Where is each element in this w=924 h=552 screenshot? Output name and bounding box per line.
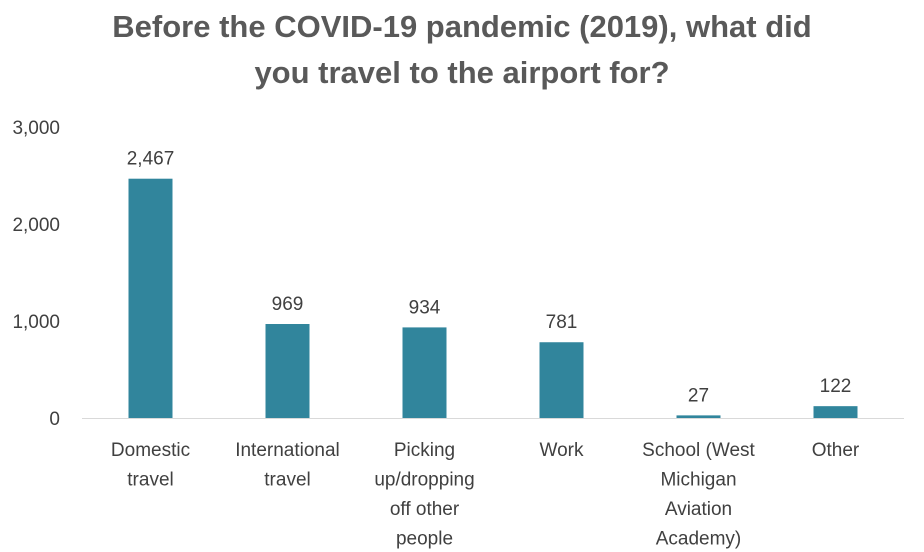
category-label-line: Work bbox=[540, 440, 584, 461]
bars bbox=[128, 178, 858, 418]
category-label-line: Other bbox=[812, 440, 860, 461]
category-label-line: Michigan bbox=[660, 470, 736, 491]
category-label-line: off other bbox=[390, 499, 460, 520]
data-label: 27 bbox=[688, 385, 709, 406]
category-label: Other bbox=[812, 440, 860, 461]
category-label: School (West Michigan Aviation Academy) bbox=[642, 440, 755, 550]
y-tick-label: 1,000 bbox=[12, 312, 60, 333]
category-label-line: School (West bbox=[642, 440, 755, 461]
data-labels: 2,467 969 934 781 27 122 bbox=[127, 149, 852, 407]
bar bbox=[128, 178, 173, 418]
bar bbox=[813, 406, 858, 418]
chart-title: Before the COVID-19 pandemic (2019), wha… bbox=[40, 4, 884, 96]
y-tick-label: 2,000 bbox=[12, 215, 60, 236]
category-label-line: Domestic bbox=[111, 440, 190, 461]
y-axis: 0 1,000 2,000 3,000 bbox=[12, 118, 60, 430]
category-labels: Domestic travel International travel Picking… bbox=[111, 440, 860, 550]
category-label-line: Aviation bbox=[665, 499, 732, 520]
category-label-line: up/dropping bbox=[374, 470, 474, 491]
category-label: International travel bbox=[235, 440, 340, 491]
category-label-line: people bbox=[396, 529, 453, 550]
y-tick-label: 0 bbox=[49, 409, 60, 430]
bar bbox=[676, 415, 721, 418]
chart-title-line-1: Before the COVID-19 pandemic (2019), wha… bbox=[112, 9, 812, 44]
category-label-line: travel bbox=[264, 470, 310, 491]
y-tick-label: 3,000 bbox=[12, 118, 60, 139]
data-label: 781 bbox=[546, 312, 578, 333]
data-label: 122 bbox=[820, 376, 852, 397]
chart-title-line-2: you travel to the airport for? bbox=[254, 55, 670, 90]
category-label: Domestic travel bbox=[111, 440, 190, 491]
category-label-line: International bbox=[235, 440, 340, 461]
bar bbox=[539, 342, 584, 418]
category-label-line: Academy) bbox=[656, 529, 742, 550]
data-label: 969 bbox=[272, 294, 304, 315]
category-label-line: travel bbox=[127, 470, 173, 491]
category-label: Work bbox=[540, 440, 584, 461]
category-label: Picking up/dropping off other people bbox=[374, 440, 474, 550]
data-label: 2,467 bbox=[127, 149, 175, 170]
category-label-line: Picking bbox=[394, 440, 455, 461]
data-label: 934 bbox=[409, 297, 441, 318]
bar bbox=[402, 327, 447, 418]
bar bbox=[265, 324, 310, 418]
